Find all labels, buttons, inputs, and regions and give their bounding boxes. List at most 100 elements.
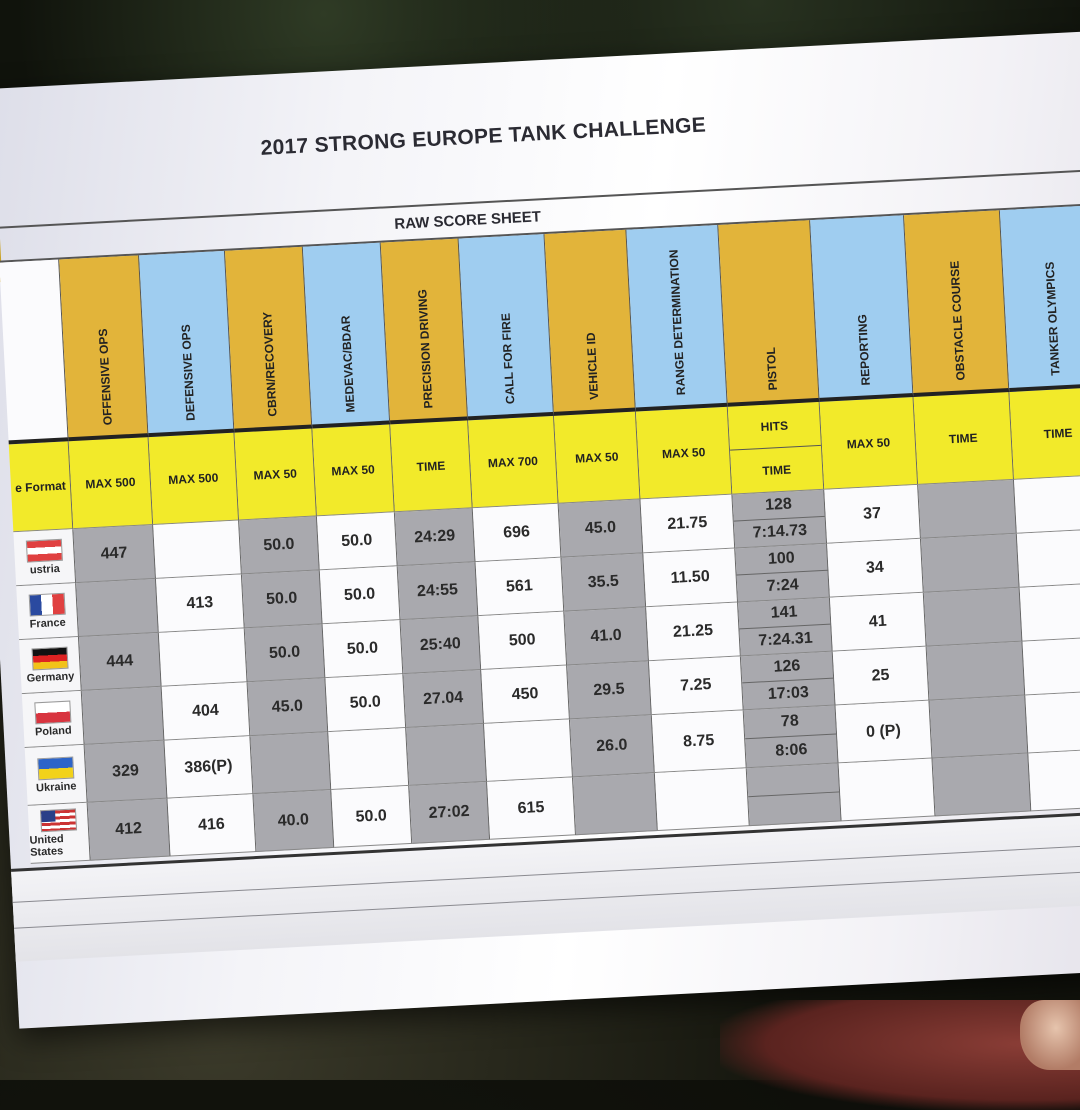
event-subheader: MAX 500: [148, 432, 240, 525]
pistol-cell: 128 7:14.73: [732, 489, 828, 549]
country-name: United States: [29, 832, 65, 859]
flag-de-icon: [30, 646, 69, 671]
score-cell: 386(P): [164, 736, 254, 799]
score-cell: [484, 719, 573, 782]
pistol-time: [748, 792, 840, 825]
score-cell: [328, 728, 410, 791]
score-cell: 412: [87, 798, 171, 861]
hits-label: HITS: [727, 401, 821, 451]
score-cell: 8.75: [651, 710, 747, 774]
score-cell: 50.0: [319, 566, 401, 625]
score-cell: [158, 628, 248, 687]
pistol-time: 7:14.73: [752, 521, 808, 542]
event-subheader: MAX 500: [68, 437, 154, 530]
team-label: ustria: [13, 529, 77, 587]
score-cell: 27:02: [409, 781, 491, 844]
score-cell: 404: [161, 682, 251, 741]
event-subheader: MAX 50: [635, 406, 733, 500]
pistol-time: 7:24.31: [758, 629, 814, 650]
score-cell: [929, 695, 1029, 759]
score-cell: [838, 758, 936, 822]
event-header: DEFENSIVE OPS: [139, 250, 235, 438]
score-cell: 413: [156, 574, 245, 633]
score-cell: [406, 723, 488, 786]
score-cell: 45.0: [558, 499, 644, 558]
score-cell: [926, 641, 1026, 701]
country-name: Ukraine: [35, 779, 77, 794]
score-cell: [1014, 474, 1080, 534]
event-subheader: MAX 50: [234, 428, 317, 521]
score-cell: [81, 686, 165, 745]
team-label: Germany: [19, 637, 82, 695]
event-name: PISTOL: [763, 346, 780, 391]
score-cell: [1019, 582, 1080, 642]
event-header: CALL FOR FIRE: [458, 234, 555, 421]
event-name: MEDEVAC/BDAR: [337, 315, 358, 413]
event-subheader: TIME: [1009, 387, 1080, 480]
score-cell: 26.0: [569, 715, 655, 778]
score-cell: [923, 587, 1023, 647]
country-name: ustria: [29, 562, 61, 576]
event-name: VEHICLE ID: [583, 332, 601, 401]
pistol-time: 7:24: [766, 576, 800, 595]
score-cell: 561: [475, 557, 565, 617]
score-cell: [1028, 748, 1080, 812]
score-cell: [572, 773, 658, 836]
score-cell: 50.0: [244, 624, 326, 683]
event-header: VEHICLE ID: [544, 229, 636, 416]
event-header: OFFENSIVE OPS: [59, 255, 149, 442]
score-cell: 50.0: [241, 570, 323, 629]
event-header: REPORTING: [810, 215, 914, 402]
score-cell: 416: [167, 794, 257, 857]
score-cell: [932, 753, 1032, 817]
pistol-cell: 78 8:06: [743, 705, 839, 769]
pistol-cell: [746, 763, 842, 827]
score-cell: 41.0: [564, 607, 649, 666]
score-cell: 0 (P): [835, 700, 933, 764]
score-cell: 696: [472, 503, 562, 563]
score-cell: 50.0: [331, 785, 413, 848]
score-cell: [153, 520, 242, 579]
score-table: OFFENSIVE OPS DEFENSIVE OPS CBRN/RECOVERY M…: [0, 205, 1080, 864]
event-name: CBRN/RECOVERY: [259, 311, 280, 417]
score-cell: 7.25: [648, 656, 744, 716]
sheet-title: 2017 STRONG EUROPE TANK CHALLENGE: [260, 113, 707, 160]
flag-pl-icon: [33, 700, 71, 724]
country-name: Germany: [26, 669, 75, 685]
pistol-cell: 100 7:24: [735, 543, 830, 603]
event-name: REPORTING: [854, 313, 873, 386]
score-cell: 444: [78, 632, 162, 691]
event-subheader: MAX 700: [468, 415, 559, 509]
score-cell: 24:29: [394, 508, 476, 567]
country-name: France: [29, 616, 67, 631]
score-cell: 34: [827, 538, 924, 598]
score-cell: 450: [481, 665, 570, 724]
score-cell: 21.75: [640, 494, 736, 554]
event-header: CBRN/RECOVERY: [224, 246, 313, 433]
score-cell: 25: [832, 646, 930, 706]
score-cell: 45.0: [247, 678, 329, 737]
score-sheet: ★ 2017 STRONG EUROPE TANK CHALLENGE RAW …: [0, 31, 1080, 1029]
event-name: OBSTACLE COURSE: [946, 260, 968, 381]
score-cell: 41: [829, 592, 927, 652]
event-header: MEDEVAC/BDAR: [302, 242, 391, 429]
score-cell: 329: [84, 740, 168, 803]
team-label: Poland: [21, 690, 85, 749]
score-cell: [1022, 636, 1080, 696]
pistol-cell: 126 17:03: [740, 651, 836, 711]
score-cell: 447: [73, 524, 157, 584]
score-cell: 24:55: [397, 562, 479, 621]
pistol-cell: 141 7:24.31: [738, 597, 833, 657]
format-label: e Format: [8, 441, 74, 533]
event-header: RANGE DETERMINATION: [626, 224, 728, 412]
score-cell: 25:40: [400, 616, 482, 675]
score-cell: [76, 578, 159, 638]
score-cell: 37: [824, 484, 921, 544]
score-cell: 500: [478, 611, 568, 671]
event-name: RANGE DETERMINATION: [665, 249, 688, 396]
header-corner: [0, 259, 69, 445]
score-cell: 50.0: [316, 512, 398, 571]
event-name: PRECISION DRIVING: [414, 288, 435, 409]
score-cell: 11.50: [643, 548, 739, 608]
score-cell: 21.25: [646, 602, 741, 662]
